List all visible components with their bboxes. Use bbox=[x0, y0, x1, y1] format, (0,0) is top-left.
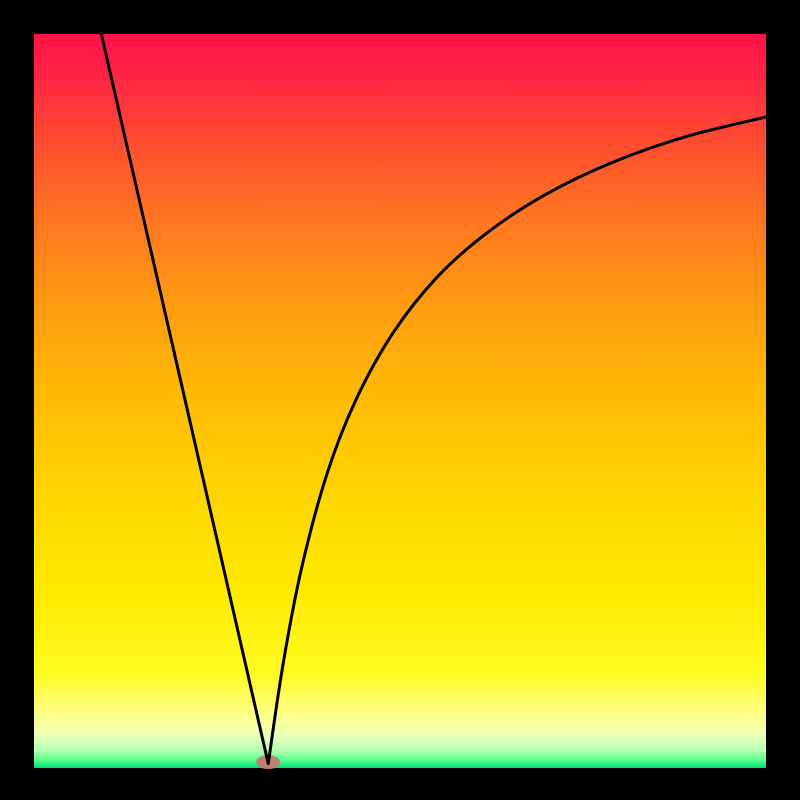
bottleneck-chart bbox=[0, 0, 800, 800]
